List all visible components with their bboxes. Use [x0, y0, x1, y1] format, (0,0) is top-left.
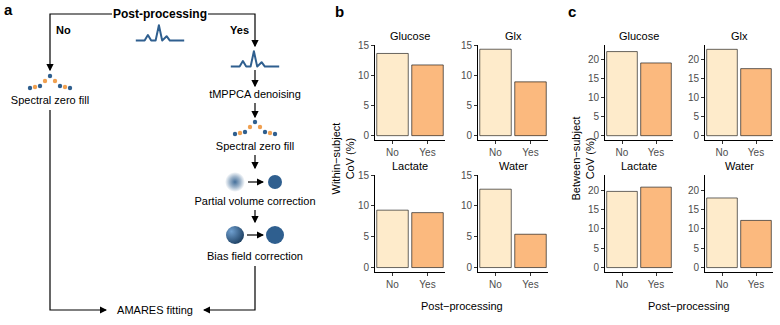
svg-text:10: 10 — [461, 70, 473, 81]
svg-text:No: No — [386, 147, 399, 158]
svg-text:10: 10 — [461, 200, 473, 211]
svg-text:Yes: Yes — [522, 279, 538, 290]
svg-text:Spectral zero fill: Spectral zero fill — [11, 94, 89, 106]
svg-text:Yes: Yes — [748, 147, 764, 158]
svg-text:0: 0 — [363, 262, 369, 273]
svg-text:No: No — [489, 147, 502, 158]
svg-text:10: 10 — [688, 223, 700, 234]
svg-text:5: 5 — [466, 231, 472, 242]
svg-text:No: No — [489, 279, 502, 290]
svg-text:Bias field correction: Bias field correction — [207, 250, 303, 262]
svg-text:No: No — [616, 279, 629, 290]
svg-text:Yes: Yes — [419, 147, 435, 158]
svg-text:Yes: Yes — [648, 279, 664, 290]
svg-text:15: 15 — [358, 170, 370, 181]
svg-text:No: No — [716, 147, 729, 158]
svg-text:0: 0 — [593, 130, 599, 141]
svg-text:a: a — [4, 1, 13, 18]
svg-text:Lactate: Lactate — [392, 160, 428, 172]
svg-text:b: b — [335, 3, 344, 20]
svg-text:Between−subjectCoV (%): Between−subjectCoV (%) — [570, 116, 596, 200]
svg-text:20: 20 — [688, 185, 700, 196]
svg-text:Yes: Yes — [230, 24, 249, 36]
svg-text:No: No — [386, 279, 399, 290]
svg-text:15: 15 — [688, 73, 700, 84]
svg-text:Partial volume correction: Partial volume correction — [194, 195, 315, 207]
svg-text:15: 15 — [461, 40, 473, 51]
svg-text:No: No — [716, 279, 729, 290]
svg-text:Glx: Glx — [731, 30, 748, 42]
svg-text:tMPPCA denoising: tMPPCA denoising — [209, 88, 301, 100]
svg-text:Within−subjectCoV (%): Within−subjectCoV (%) — [330, 123, 356, 195]
svg-text:10: 10 — [358, 200, 370, 211]
svg-text:5: 5 — [593, 243, 599, 254]
svg-text:Post−processing: Post−processing — [648, 300, 730, 312]
svg-text:5: 5 — [363, 231, 369, 242]
svg-text:10: 10 — [688, 92, 700, 103]
svg-text:10: 10 — [588, 92, 600, 103]
svg-text:15: 15 — [588, 204, 600, 215]
svg-text:Lactate: Lactate — [621, 160, 657, 172]
svg-text:Water: Water — [725, 160, 754, 172]
svg-text:0: 0 — [693, 262, 699, 273]
svg-text:15: 15 — [358, 40, 370, 51]
svg-text:5: 5 — [593, 111, 599, 122]
svg-text:0: 0 — [466, 262, 472, 273]
svg-text:Post−processing: Post−processing — [421, 300, 503, 312]
svg-text:Water: Water — [499, 160, 528, 172]
svg-text:0: 0 — [363, 130, 369, 141]
svg-text:10: 10 — [588, 223, 600, 234]
svg-text:No: No — [616, 147, 629, 158]
svg-text:Spectral zero fill: Spectral zero fill — [216, 140, 294, 152]
svg-text:Glucose: Glucose — [390, 30, 430, 42]
svg-text:20: 20 — [588, 54, 600, 65]
svg-text:5: 5 — [363, 100, 369, 111]
svg-text:Glucose: Glucose — [619, 30, 659, 42]
svg-text:5: 5 — [466, 100, 472, 111]
svg-text:15: 15 — [688, 204, 700, 215]
svg-text:0: 0 — [693, 130, 699, 141]
svg-text:No: No — [56, 24, 71, 36]
svg-text:15: 15 — [461, 170, 473, 181]
svg-text:Glx: Glx — [505, 30, 522, 42]
svg-text:Yes: Yes — [648, 147, 664, 158]
svg-text:20: 20 — [688, 54, 700, 65]
svg-text:5: 5 — [693, 111, 699, 122]
svg-text:10: 10 — [358, 70, 370, 81]
svg-text:Yes: Yes — [748, 279, 764, 290]
svg-text:Yes: Yes — [522, 147, 538, 158]
svg-text:5: 5 — [693, 243, 699, 254]
svg-text:Post-processing: Post-processing — [113, 7, 207, 21]
svg-text:15: 15 — [588, 73, 600, 84]
svg-text:0: 0 — [593, 262, 599, 273]
svg-text:0: 0 — [466, 130, 472, 141]
svg-text:AMARES fitting: AMARES fitting — [117, 304, 193, 316]
svg-text:20: 20 — [588, 185, 600, 196]
svg-text:c: c — [568, 3, 576, 20]
svg-text:Yes: Yes — [419, 279, 435, 290]
